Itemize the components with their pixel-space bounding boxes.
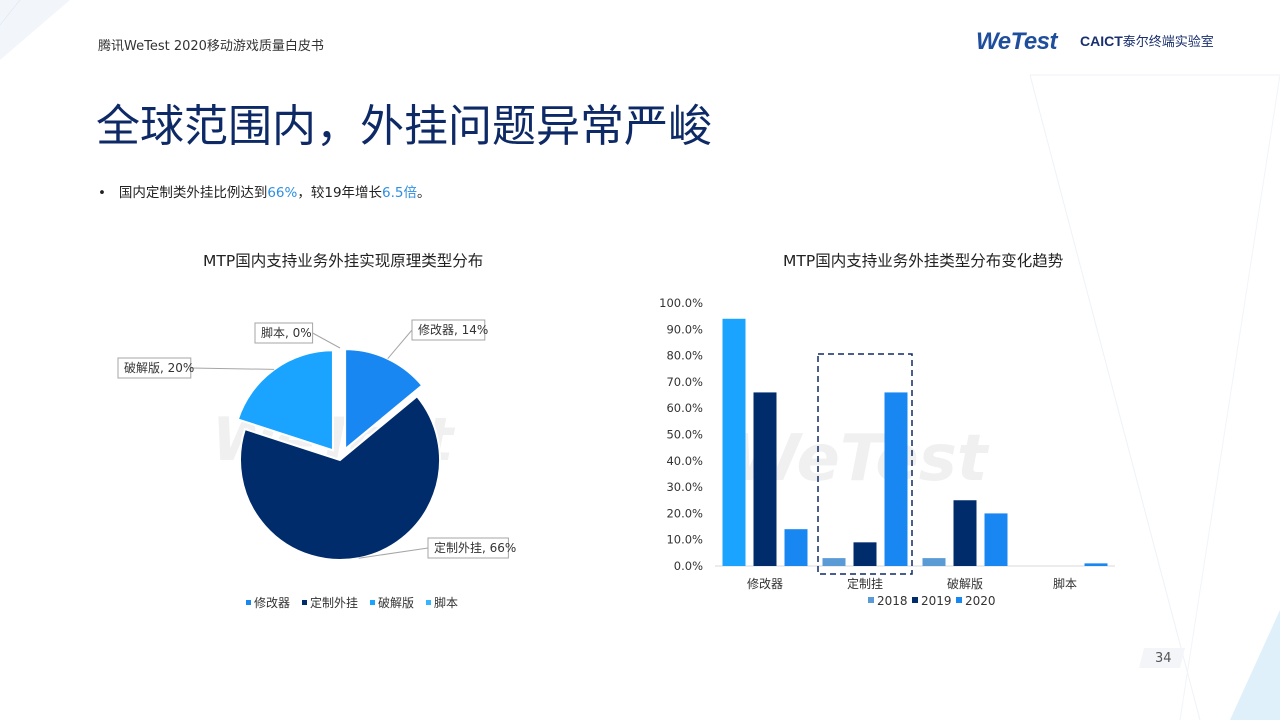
bar-2019-0 [753,392,777,566]
pie-leader-line-3 [312,332,341,349]
bar-2020-3 [1084,563,1108,566]
y-tick-label: 70.0% [666,375,703,389]
pie-legend-label-0: 修改器 [254,595,290,610]
bar-chart-title: MTP国内支持业务外挂类型分布变化趋势 [783,252,1064,270]
pie-legend-swatch-0 [246,600,251,605]
decor-line-3 [1179,74,1280,720]
pie-chart-title: MTP国内支持业务外挂实现原理类型分布 [203,252,484,270]
bar-chart: WeTest 0.0%10.0%20.0%30.0%40.0%50.0%60.0… [659,296,1115,608]
y-tick-label: 0.0% [674,559,703,573]
pie-data-label-0: 修改器, 14% [418,322,488,337]
bar-legend-label-2019: 2019 [921,594,952,608]
bullet-prefix: 国内定制类外挂比例达到 [118,185,268,201]
page-title: 全球范围内，外挂问题异常严峻 [96,101,712,152]
bar-2018-0 [722,318,746,566]
pie-legend-swatch-3 [426,600,431,605]
bullet-highlight-growth: 6.5倍 [382,185,418,201]
x-tick-label: 修改器 [747,576,783,591]
y-tick-label: 30.0% [666,480,703,494]
bar-2018-2 [922,558,946,566]
bullet-point: • 国内定制类外挂比例达到66%，较19年增长6.5倍。 [98,181,431,201]
bar-legend: 2018 2019 2020 [868,594,996,608]
highlight-dashed-box [817,353,913,575]
y-tick-label: 20.0% [666,506,703,520]
bullet-suffix: 。 [417,185,431,201]
x-axis-labels: 修改器 定制挂 破解版 脚本 [747,576,1077,591]
y-tick-label: 100.0% [659,296,703,310]
pie-data-label-3: 脚本, 0% [261,325,312,340]
y-tick-label: 80.0% [666,349,703,363]
caict-lab-text: 泰尔终端实验室 [1122,35,1214,50]
y-tick-label: 90.0% [666,322,703,336]
bar-legend-label-2018: 2018 [877,594,908,608]
pie-slice-1 [239,394,441,561]
pie-legend-label-2: 破解版 [378,595,414,610]
pie-slice-0 [344,348,424,452]
bar-2020-0 [784,529,808,566]
x-tick-label: 定制挂 [847,576,883,591]
pie-label-box-2 [117,357,192,379]
pie-legend-swatch-2 [370,600,375,605]
x-tick-label: 破解版 [947,576,983,591]
decor-line-2 [1029,74,1201,720]
bar-legend-swatch-2018 [868,597,874,603]
pie-legend-label-1: 定制外挂 [310,595,358,610]
bars [722,318,1108,566]
bar-2020-1 [884,392,908,566]
pie-data-labels: 修改器, 14% 定制外挂, 66% 破解版, 20% 脚本, 0% [117,319,516,559]
y-tick-label: 50.0% [666,428,703,442]
y-tick-label: 60.0% [666,401,703,415]
x-tick-label: 脚本 [1053,576,1077,591]
pie-leader-line-1 [358,547,429,559]
highlight-box [817,353,913,575]
caict-logo-text: CAICT [1080,33,1123,49]
corner-triangle-top-left [0,0,70,60]
corner-triangle-bottom-right [1230,610,1280,720]
pie-leader-line-0 [387,329,413,359]
bar-legend-swatch-2019 [912,597,918,603]
pie-data-label-1: 定制外挂, 66% [434,540,516,555]
bar-2019-1 [853,542,877,566]
pie-data-label-2: 破解版, 20% [124,360,194,375]
pie-label-box-0 [411,319,486,341]
bar-legend-label-2020: 2020 [965,594,996,608]
bullet-dot: • [98,185,119,201]
page-number-tab [1139,648,1185,668]
pie-leader-line-2 [190,367,275,370]
bar-legend-swatch-2020 [956,597,962,603]
pie-legend-label-3: 脚本 [434,595,458,610]
pie-chart: WeTest 修改器, 14%定制外挂, 66%破解版, 20%脚本, 0% 修… [117,319,516,610]
bullet-middle: ，较19年增长 [297,185,383,201]
y-tick-label: 40.0% [666,454,703,468]
pie-legend-swatch-1 [302,600,307,605]
caict-logo: CAICT泰尔终端实验室 [1080,31,1214,50]
y-tick-label: 10.0% [666,533,703,547]
bar-2019-2 [953,500,977,566]
wetest-logo: WeTest [976,28,1058,55]
bullet-highlight-66: 66% [267,185,298,201]
corner-line [0,0,21,26]
bar-2018-1 [822,558,846,566]
y-axis-ticks: 0.0% 10.0% 20.0% 30.0% 40.0% 50.0% 60.0% 70.0% 8… [659,296,1115,573]
bar-2020-2 [984,513,1008,566]
pie-legend: 修改器 定制外挂 破解版 脚本 [246,595,458,610]
pie-label-box-3 [254,322,314,344]
pie-slice-2 [236,349,334,452]
header-caption: 腾讯WeTest 2020移动游戏质量白皮书 [98,39,324,54]
page-number: 34 [1155,651,1172,666]
pie-label-box-1 [427,537,509,559]
pie-slices [236,348,441,561]
